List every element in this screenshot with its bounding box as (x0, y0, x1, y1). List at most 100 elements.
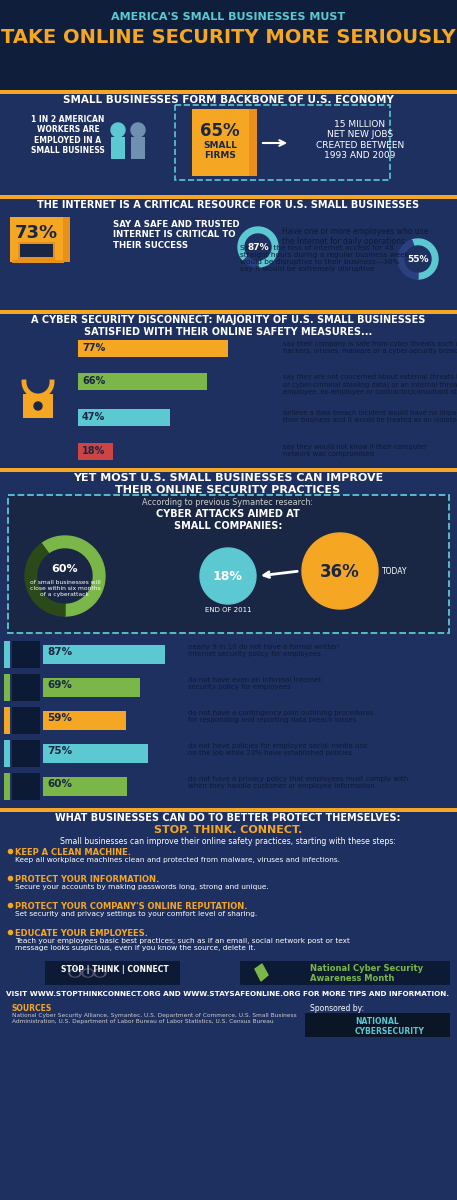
Bar (45, 961, 180, 985)
Polygon shape (200, 548, 256, 604)
Text: 65%: 65% (200, 122, 240, 140)
Bar (0, 194, 457, 199)
Bar (12, 740, 40, 767)
Text: 18%: 18% (213, 570, 243, 583)
Text: do not have a privacy policy that employees must comply with
when they handle cu: do not have a privacy policy that employ… (188, 776, 409, 790)
Polygon shape (94, 970, 106, 977)
Text: TAKE ONLINE SECURITY MORE SERIOUSLY: TAKE ONLINE SECURITY MORE SERIOUSLY (1, 28, 455, 47)
Text: Say that the loss of Internet access for 48
straight hours during a regular busi: Say that the loss of Internet access for… (240, 245, 409, 272)
Bar (78, 443, 113, 460)
Bar (18, 242, 55, 260)
Bar (0, 0, 457, 90)
Polygon shape (96, 970, 104, 976)
Text: WHAT BUSINESSES CAN DO TO BETTER PROTECT THEMSELVES:: WHAT BUSINESSES CAN DO TO BETTER PROTECT… (55, 814, 401, 823)
Text: 66%: 66% (82, 376, 105, 386)
Text: THE INTERNET IS A CRITICAL RESOURCE FOR U.S. SMALL BUSINESSES: THE INTERNET IS A CRITICAL RESOURCE FOR … (37, 200, 419, 210)
Text: say they would not know if their computer
network was compromised: say they would not know if their compute… (283, 444, 427, 457)
Text: 15 MILLION
NET NEW JOBS
CREATED BETWEEN
1993 AND 2009: 15 MILLION NET NEW JOBS CREATED BETWEEN … (316, 120, 404, 160)
Text: of small businesses will
close within six months
of a cyberattack: of small businesses will close within si… (30, 580, 101, 596)
Text: say their company is safe from cyber threats such as
hackers, viruses, malware o: say their company is safe from cyber thr… (283, 341, 457, 354)
Text: National Cyber Security Alliance, Symantec, U.S. Department of Commerce, U.S. Sm: National Cyber Security Alliance, Symant… (12, 1013, 297, 1024)
Text: SMALL BUSINESSES FORM BACKBONE OF U.S. ECONOMY: SMALL BUSINESSES FORM BACKBONE OF U.S. E… (63, 95, 393, 104)
Text: Keep all workplace machines clean and protected from malware, viruses and infect: Keep all workplace machines clean and pr… (15, 857, 340, 863)
Text: do not have policies for employee social media use
on the job while 23% have est: do not have policies for employee social… (188, 743, 367, 756)
Bar (78, 373, 207, 390)
Text: 36%: 36% (320, 563, 360, 581)
Text: A CYBER SECURITY DISCONNECT: MAJORITY OF U.S. SMALL BUSINESSES
SATISFIED WITH TH: A CYBER SECURITY DISCONNECT: MAJORITY OF… (31, 314, 425, 336)
Polygon shape (412, 239, 438, 278)
Text: SOURCES: SOURCES (12, 1004, 52, 1013)
Text: nearly 9 in 10 do not have a formal written
Internet security policy for employe: nearly 9 in 10 do not have a formal writ… (188, 644, 339, 658)
Text: STOP. THINK. CONNECT.: STOP. THINK. CONNECT. (154, 826, 302, 835)
Polygon shape (255, 964, 268, 982)
Bar (20, 244, 53, 257)
Text: 77%: 77% (82, 343, 105, 353)
Polygon shape (244, 247, 258, 266)
Bar (78, 409, 170, 426)
Text: VISIT WWW.STOPTHINKCONNECT.ORG AND WWW.STAYSAFEONLINE.ORG FOR MORE TIPS AND INFO: VISIT WWW.STOPTHINKCONNECT.ORG AND WWW.S… (6, 991, 450, 997)
Polygon shape (84, 970, 92, 976)
Text: do not have even an informal Internet
security policy for employees: do not have even an informal Internet se… (188, 677, 321, 690)
Polygon shape (25, 544, 65, 616)
Text: 87%: 87% (47, 647, 72, 658)
Polygon shape (71, 970, 79, 976)
Text: AMERICA'S SMALL BUSINESSES MUST: AMERICA'S SMALL BUSINESSES MUST (111, 12, 345, 22)
Bar (78, 340, 228, 358)
Text: EDUCATE YOUR EMPLOYEES.: EDUCATE YOUR EMPLOYEES. (15, 929, 148, 938)
Text: Teach your employees basic best practices; such as if an email, social network p: Teach your employees basic best practice… (15, 938, 350, 950)
Bar (4, 641, 10, 668)
Bar (4, 707, 10, 734)
Text: 55%: 55% (407, 256, 429, 264)
Bar (0, 90, 457, 94)
Polygon shape (69, 970, 81, 977)
Polygon shape (111, 124, 125, 137)
Text: National Cyber Security
Awareness Month: National Cyber Security Awareness Month (310, 964, 423, 984)
Text: 59%: 59% (47, 713, 72, 722)
Bar (10, 217, 63, 262)
Text: NATIONAL
CYBERSECURITY: NATIONAL CYBERSECURITY (355, 1018, 425, 1037)
Polygon shape (405, 246, 431, 272)
Text: 75%: 75% (47, 746, 72, 756)
Polygon shape (398, 240, 418, 278)
Text: 60%: 60% (52, 564, 78, 574)
Text: STOP | THINK | CONNECT: STOP | THINK | CONNECT (61, 965, 169, 974)
Text: YET MOST U.S. SMALL BUSINESSES CAN IMPROVE
THEIR ONLINE SECURITY PRACTICES: YET MOST U.S. SMALL BUSINESSES CAN IMPRO… (73, 473, 383, 494)
Bar (0, 310, 457, 314)
Text: Small businesses can improve their online safety practices, starting with these : Small businesses can improve their onlin… (60, 838, 396, 846)
Bar (192, 109, 249, 176)
Polygon shape (34, 402, 42, 410)
Polygon shape (82, 970, 94, 977)
Text: PROTECT YOUR COMPANY'S ONLINE REPUTATION.: PROTECT YOUR COMPANY'S ONLINE REPUTATION… (15, 902, 248, 911)
Polygon shape (302, 533, 378, 608)
Bar (4, 740, 10, 767)
Text: 69%: 69% (47, 680, 72, 690)
Text: do not have a contingency plan outlining procedures
for responding and reporting: do not have a contingency plan outlining… (188, 710, 373, 722)
Text: 73%: 73% (15, 224, 58, 242)
Text: believe a data breach incident would have no impact on
their business and it wou: believe a data breach incident would hav… (283, 410, 457, 422)
Text: Secure your accounts by making passwords long, strong and unique.: Secure your accounts by making passwords… (15, 884, 269, 890)
Bar (4, 773, 10, 800)
Text: say they are not concerned about external threats like a hacker
or cyber-crimina: say they are not concerned about externa… (283, 374, 457, 395)
Text: Have one or more employees who use
the Internet for daily operations: Have one or more employees who use the I… (282, 227, 428, 246)
Bar (131, 137, 145, 158)
Text: Sponsored by:: Sponsored by: (310, 1004, 364, 1013)
Bar (12, 260, 64, 263)
Polygon shape (245, 234, 271, 260)
Text: 1 IN 2 AMERICAN
WORKERS ARE
EMPLOYED IN A
SMALL BUSINESS: 1 IN 2 AMERICAN WORKERS ARE EMPLOYED IN … (31, 115, 105, 155)
Text: According to previous Symantec research:: According to previous Symantec research: (143, 498, 314, 506)
Bar (43, 744, 148, 763)
Bar (43, 678, 139, 697)
Bar (0, 808, 457, 812)
Bar (12, 707, 40, 734)
Bar (23, 394, 53, 418)
Bar (43, 778, 127, 796)
Text: SMALL
FIRMS: SMALL FIRMS (203, 140, 237, 161)
Bar (43, 646, 165, 664)
Text: 47%: 47% (82, 412, 105, 422)
Polygon shape (42, 536, 105, 616)
Bar (10, 217, 70, 262)
Text: END OF 2011: END OF 2011 (205, 607, 251, 613)
Bar (4, 674, 10, 701)
Text: 60%: 60% (47, 779, 72, 790)
Bar (305, 1013, 450, 1037)
